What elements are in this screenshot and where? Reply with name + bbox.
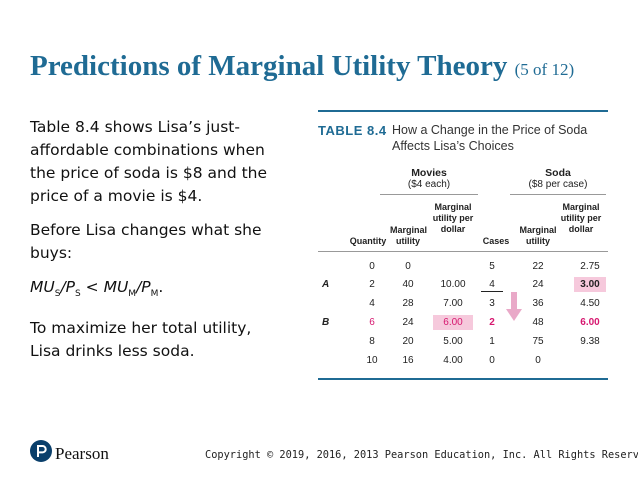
formula-sub-pm: M [150, 289, 159, 300]
cell-mupd-soda: 2.75 [580, 261, 600, 272]
cell-mu-soda: 36 [532, 298, 544, 309]
cell-mu-soda: 22 [532, 261, 544, 272]
cell-mu-movies: 28 [402, 298, 414, 309]
highlight-soda-3-00 [574, 277, 606, 292]
formula-lt: < [80, 278, 104, 296]
header-quantity: Quantity [349, 236, 387, 246]
cell-mupd-movies: 5.00 [443, 336, 463, 347]
pearson-logo-text: Pearson [55, 444, 109, 463]
movies-group-header: Movies ($4 each) [378, 167, 480, 190]
cell-quantity: 6 [369, 317, 375, 328]
slide-title: Predictions of Marginal Utility Theory (… [30, 50, 574, 83]
formula-sub-ps: S [75, 289, 81, 300]
cell-cases: 1 [489, 336, 495, 347]
slide-title-main: Predictions of Marginal Utility Theory [30, 50, 508, 82]
header-cases: Cases [482, 236, 510, 246]
highlight-movies-6-00 [433, 315, 473, 330]
cell-mupd-soda: 3.00 [580, 279, 600, 290]
slide-title-suffix: (5 of 12) [514, 60, 575, 79]
cell-mu-soda: 0 [535, 355, 541, 366]
pearson-logo-icon [30, 440, 52, 462]
cell-mupd-movies: 4.00 [443, 355, 463, 366]
cell-mu-soda: 24 [532, 279, 544, 290]
underline-cases-4 [481, 291, 503, 292]
movies-group-rule [380, 194, 478, 195]
header-mu-soda: Marginal utility [519, 225, 557, 246]
paragraph-2: Before Lisa changes what she buys: [30, 221, 262, 262]
formula-sub-s: S [54, 289, 61, 300]
cell-mupd-soda: 9.38 [580, 336, 600, 347]
cell-cases: 2 [489, 317, 495, 328]
paragraph-1: Table 8.4 shows Lisa’s just-affordable c… [30, 118, 268, 205]
cell-cases: 0 [489, 355, 495, 366]
formula-end: . [158, 278, 164, 296]
cell-mu-movies: 16 [402, 355, 414, 366]
movies-group-title: Movies [411, 167, 447, 179]
table-bottom-rule [318, 378, 608, 380]
cell-mupd-movies: 6.00 [443, 317, 463, 328]
cell-cases: 5 [489, 261, 495, 272]
cell-quantity: 10 [366, 355, 378, 366]
formula-mu-s: MU [30, 278, 55, 296]
soda-group-rule [510, 194, 606, 195]
formula: MUS/PS < MUM/PM. [30, 276, 282, 306]
cell-quantity: 4 [369, 298, 375, 309]
soda-group-header: Soda ($8 per case) [508, 167, 608, 190]
header-mupd-soda: Marginal utility per dollar [560, 202, 602, 234]
table-8-4: TABLE 8.4 How a Change in the Price of S… [318, 110, 608, 382]
cell-mu-movies: 40 [402, 279, 414, 290]
arrow-down-icon [506, 292, 522, 321]
soda-group-sub: ($8 per case) [528, 179, 588, 190]
row-label-b: B [322, 317, 330, 328]
copyright-notice: Copyright © 2019, 2016, 2013 Pearson Edu… [205, 449, 638, 461]
cell-mupd-soda: 4.50 [580, 298, 600, 309]
cell-quantity: 0 [369, 261, 375, 272]
header-rule [318, 251, 608, 252]
formula-p-m: /P [136, 278, 151, 296]
cell-mu-soda: 48 [532, 317, 544, 328]
formula-sub-m: M [128, 289, 137, 300]
paragraph-3: To maximize her total utility, Lisa drin… [30, 319, 252, 361]
table-label: TABLE 8.4 [318, 123, 387, 138]
cell-cases: 4 [489, 279, 495, 290]
header-mu-movies: Marginal utility [390, 225, 428, 246]
cell-quantity: 2 [369, 279, 375, 290]
cell-mu-movies: 0 [405, 261, 411, 272]
cell-cases: 3 [489, 298, 495, 309]
table-caption: How a Change in the Price of Soda Affect… [392, 123, 588, 153]
cell-mupd-movies: 7.00 [443, 298, 463, 309]
movies-group-sub: ($4 each) [407, 179, 451, 190]
formula-mu-m: MU [103, 278, 129, 296]
cell-mu-movies: 24 [402, 317, 414, 328]
header-mupd-movies: Marginal utility per dollar [432, 202, 474, 234]
table-top-rule [318, 110, 608, 112]
soda-group-title: Soda [545, 167, 571, 179]
body-text: Table 8.4 shows Lisa’s just-affordable c… [30, 116, 282, 374]
cell-mupd-soda: 6.00 [580, 317, 600, 328]
formula-p-s: /P [60, 278, 76, 296]
row-label-a: A [322, 279, 330, 290]
cell-mupd-movies: 10.00 [440, 279, 466, 290]
cell-mu-movies: 20 [402, 336, 414, 347]
cell-quantity: 8 [369, 336, 375, 347]
cell-mu-soda: 75 [532, 336, 544, 347]
